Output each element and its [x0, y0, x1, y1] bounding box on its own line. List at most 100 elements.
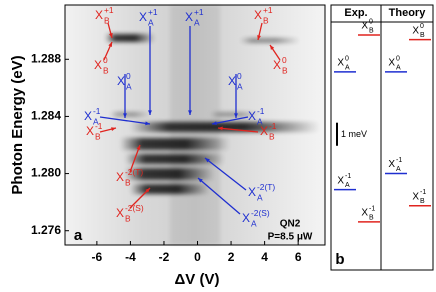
label-sub: B [369, 27, 374, 34]
label-sup: 0 [420, 23, 424, 30]
label-sub: B [103, 66, 109, 76]
annotation-arrow [129, 144, 141, 173]
y-axis-label: Photon Energy (eV) [9, 55, 26, 194]
label-sub: A [93, 117, 99, 127]
arrow-head [205, 158, 210, 163]
label-sub: A [251, 219, 257, 229]
arrow-head [234, 113, 238, 118]
scale-bar-label: 1 meV [341, 129, 367, 139]
x-tick-label: 4 [261, 250, 268, 264]
label-sup: -1 [420, 189, 426, 196]
label-base: X [388, 58, 395, 69]
label-sub: B [282, 66, 288, 76]
annotation-arrow [217, 127, 259, 133]
label-base: X [185, 10, 193, 24]
label-sup: -2(S) [251, 208, 270, 218]
label-sup: -1 [369, 205, 375, 212]
column-title: Exp. [344, 7, 367, 19]
label-sub: B [95, 132, 101, 142]
label-base: X [248, 109, 256, 123]
column-title: Theory [389, 7, 427, 19]
label-sub: B [125, 178, 131, 188]
label-sup: -1 [345, 173, 351, 180]
label-sub: A [126, 82, 132, 92]
annotation-arrow [99, 116, 151, 125]
label-sub: A [257, 193, 263, 203]
x-tick-label: -2 [159, 250, 170, 264]
label-sup: 0 [282, 55, 287, 65]
arrow-head [136, 145, 141, 150]
label-sup: 0 [396, 55, 400, 62]
label-base: X [361, 21, 368, 32]
arrow-head [188, 110, 192, 115]
panel-label: b [335, 251, 344, 268]
label-sub: B [263, 16, 269, 26]
y-tick-label: 1.276 [31, 223, 61, 237]
label-sup: 0 [369, 18, 373, 25]
label-base: X [254, 8, 262, 22]
label-sup: +1 [263, 5, 273, 15]
label-base: X [388, 159, 395, 170]
label-base: X [116, 170, 124, 184]
arrow-head [270, 45, 275, 50]
y-tick-label: 1.280 [31, 166, 61, 180]
label-base: X [116, 206, 124, 220]
arrow-head [218, 126, 223, 131]
y-tick-label: 1.288 [31, 51, 61, 65]
label-sup: -2(S) [125, 203, 144, 213]
label-base: X [95, 8, 103, 22]
label-base: X [242, 211, 250, 225]
power-label: P=8.5 μW [268, 232, 313, 243]
y-tick-label: 1.284 [31, 109, 61, 123]
label-base: X [248, 185, 256, 199]
label-base: X [94, 58, 102, 72]
spectral-image [65, 5, 325, 245]
arrow-head [123, 113, 127, 118]
label-sub: A [257, 117, 263, 127]
label-sup: +1 [104, 5, 114, 15]
label-sup: +1 [148, 7, 158, 17]
label-base: X [117, 74, 125, 88]
arrow-head [108, 33, 113, 38]
label-sub: B [104, 16, 110, 26]
label-base: X [412, 191, 419, 202]
label-sub: A [345, 182, 350, 189]
x-tick-label: -4 [125, 250, 136, 264]
arrow-head [198, 178, 203, 183]
label-base: X [337, 58, 344, 69]
label-sup: +1 [194, 7, 204, 17]
label-base: X [361, 208, 368, 219]
label-sub: A [345, 64, 350, 71]
arrow-head [148, 110, 152, 115]
x-tick-label: -6 [92, 250, 103, 264]
annotation-arrow [211, 116, 249, 125]
label-sup: 0 [126, 71, 131, 81]
sample-label: QN2 [280, 219, 301, 230]
label-base: X [273, 58, 281, 72]
arrow-head [111, 127, 116, 132]
label-sub: B [125, 214, 131, 224]
label-sub: A [396, 64, 401, 71]
levels-frame [330, 4, 434, 271]
panel-label: a [74, 227, 83, 244]
label-sub: B [420, 198, 425, 205]
label-base: X [84, 109, 92, 123]
x-tick-label: 6 [295, 250, 302, 264]
label-sub: A [396, 166, 401, 173]
annotation-arrow [129, 187, 151, 209]
label-base: X [86, 124, 94, 138]
label-sub: A [148, 18, 154, 28]
plot-frame [64, 4, 326, 246]
label-sub: B [420, 32, 425, 39]
x-tick-label: 0 [194, 250, 201, 264]
arrow-head [212, 121, 217, 126]
label-sub: B [369, 214, 374, 221]
x-tick-label: 2 [228, 250, 235, 264]
label-sup: -1 [396, 157, 402, 164]
arrow-head [145, 121, 150, 126]
label-base: X [412, 25, 419, 36]
label-base: X [260, 124, 268, 138]
label-sup: -1 [93, 106, 101, 116]
label-sup: 0 [345, 55, 349, 62]
arrow-head [145, 188, 150, 193]
